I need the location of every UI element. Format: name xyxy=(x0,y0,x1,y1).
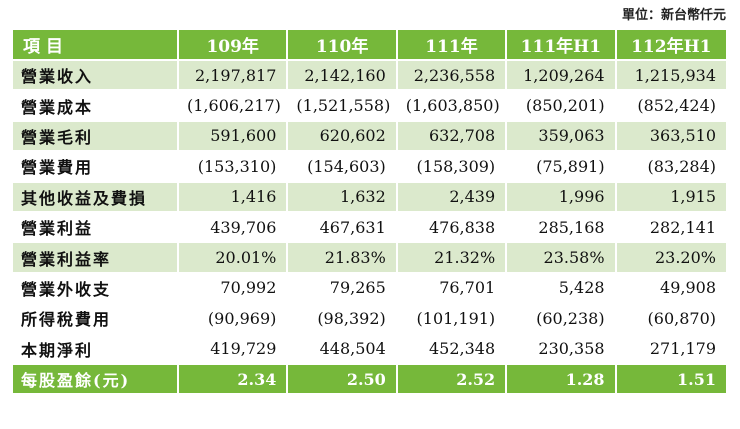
cell-value: 1,996 xyxy=(507,182,617,213)
cell-value: 23.20% xyxy=(616,243,726,274)
cell-value: 591,600 xyxy=(179,121,289,153)
cell-value: (1,606,217) xyxy=(179,91,289,122)
table-row: 營業外收支 70,992 79,265 76,701 5,428 49,908 xyxy=(13,273,726,305)
cell-value: 2,236,558 xyxy=(397,61,508,92)
cell-value: 23.58% xyxy=(507,243,617,274)
cell-value: 1.28 xyxy=(507,364,617,396)
cell-value: 359,063 xyxy=(507,121,617,153)
header-row: 項目 109年 110年 111年 111年H1 112年H1 xyxy=(13,30,726,61)
cell-value: 419,729 xyxy=(179,334,289,365)
cell-value: 2.52 xyxy=(397,364,508,396)
cell-value: 452,348 xyxy=(397,334,508,365)
cell-value: 230,358 xyxy=(507,334,617,365)
cell-value: 1,915 xyxy=(616,182,726,213)
row-label: 所得稅費用 xyxy=(13,304,179,335)
cell-value: (101,191) xyxy=(397,304,508,335)
cell-value: 467,631 xyxy=(288,212,398,244)
cell-value: 1.51 xyxy=(616,364,726,396)
header-item-label: 項目 xyxy=(13,30,179,61)
table-row: 營業毛利 591,600 620,602 632,708 359,063 363… xyxy=(13,121,726,153)
cell-value: (1,521,558) xyxy=(288,91,398,122)
cell-value: (75,891) xyxy=(507,152,617,183)
cell-value: 1,209,264 xyxy=(507,61,617,92)
eps-row: 每股盈餘(元) 2.34 2.50 2.52 1.28 1.51 xyxy=(13,364,726,396)
table-row: 營業利益 439,706 467,631 476,838 285,168 282… xyxy=(13,212,726,244)
cell-value: 76,701 xyxy=(397,273,508,305)
cell-value: 1,632 xyxy=(288,182,398,213)
cell-value: 5,428 xyxy=(507,273,617,305)
header-year: 109年 xyxy=(179,30,289,61)
financial-table: 項目 109年 110年 111年 111年H1 112年H1 營業收入 2,1… xyxy=(13,30,726,396)
table-row: 所得稅費用 (90,969) (98,392) (101,191) (60,23… xyxy=(13,304,726,335)
header-year: 112年H1 xyxy=(616,30,726,61)
cell-value: 439,706 xyxy=(179,212,289,244)
cell-value: (1,603,850) xyxy=(397,91,508,122)
table-row: 營業收入 2,197,817 2,142,160 2,236,558 1,209… xyxy=(13,61,726,92)
cell-value: 282,141 xyxy=(616,212,726,244)
row-label: 營業毛利 xyxy=(13,121,179,153)
row-label: 營業外收支 xyxy=(13,273,179,305)
cell-value: 1,215,934 xyxy=(616,61,726,92)
row-label: 營業收入 xyxy=(13,61,179,92)
table-row: 營業利益率 20.01% 21.83% 21.32% 23.58% 23.20% xyxy=(13,243,726,274)
cell-value: 632,708 xyxy=(397,121,508,153)
table-row: 本期淨利 419,729 448,504 452,348 230,358 271… xyxy=(13,334,726,365)
cell-value: 21.32% xyxy=(397,243,508,274)
cell-value: (60,238) xyxy=(507,304,617,335)
cell-value: 49,908 xyxy=(616,273,726,305)
cell-value: 448,504 xyxy=(288,334,398,365)
cell-value: 363,510 xyxy=(616,121,726,153)
cell-value: 79,265 xyxy=(288,273,398,305)
table-row: 營業費用 (153,310) (154,603) (158,309) (75,8… xyxy=(13,152,726,183)
cell-value: 1,416 xyxy=(179,182,289,213)
cell-value: (158,309) xyxy=(397,152,508,183)
row-label: 每股盈餘(元) xyxy=(13,364,179,396)
cell-value: (153,310) xyxy=(179,152,289,183)
cell-value: 2,197,817 xyxy=(179,61,289,92)
cell-value: (852,424) xyxy=(616,91,726,122)
row-label: 其他收益及費損 xyxy=(13,182,179,213)
row-label: 營業成本 xyxy=(13,91,179,122)
table-row: 營業成本 (1,606,217) (1,521,558) (1,603,850)… xyxy=(13,91,726,122)
cell-value: 70,992 xyxy=(179,273,289,305)
cell-value: (60,870) xyxy=(616,304,726,335)
row-label: 營業費用 xyxy=(13,152,179,183)
cell-value: 620,602 xyxy=(288,121,398,153)
cell-value: 285,168 xyxy=(507,212,617,244)
cell-value: 2.50 xyxy=(288,364,398,396)
cell-value: (83,284) xyxy=(616,152,726,183)
cell-value: 20.01% xyxy=(179,243,289,274)
cell-value: 2.34 xyxy=(179,364,289,396)
header-year: 111年 xyxy=(397,30,508,61)
cell-value: (90,969) xyxy=(179,304,289,335)
cell-value: (850,201) xyxy=(507,91,617,122)
row-label: 本期淨利 xyxy=(13,334,179,365)
header-year: 110年 xyxy=(288,30,398,61)
cell-value: 2,439 xyxy=(397,182,508,213)
row-label: 營業利益 xyxy=(13,212,179,244)
cell-value: 2,142,160 xyxy=(288,61,398,92)
unit-note: 單位：新台幣仟元 xyxy=(621,8,726,23)
cell-value: (98,392) xyxy=(288,304,398,335)
header-year: 111年H1 xyxy=(507,30,617,61)
cell-value: (154,603) xyxy=(288,152,398,183)
cell-value: 476,838 xyxy=(397,212,508,244)
cell-value: 21.83% xyxy=(288,243,398,274)
row-label: 營業利益率 xyxy=(13,243,179,274)
table-row: 其他收益及費損 1,416 1,632 2,439 1,996 1,915 xyxy=(13,182,726,213)
cell-value: 271,179 xyxy=(616,334,726,365)
